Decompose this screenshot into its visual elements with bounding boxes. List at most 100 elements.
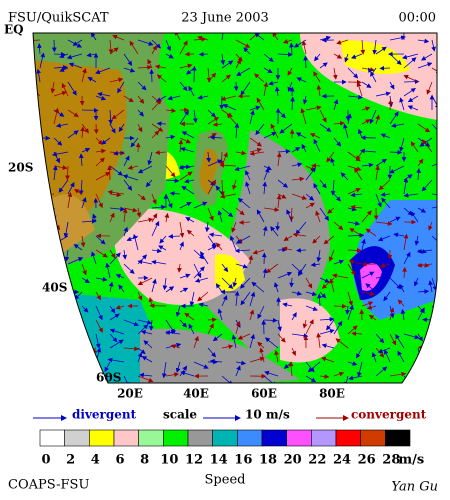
- wind-arrow: [305, 167, 316, 181]
- wind-arrow: [351, 331, 363, 337]
- wind-arrow: [180, 370, 195, 377]
- wind-arrow: [417, 289, 430, 294]
- wind-arrow: [90, 33, 97, 41]
- wind-arrow: [395, 334, 405, 349]
- lon-label: 20E: [117, 387, 143, 401]
- wind-arrow: [310, 262, 321, 268]
- wind-arrow: [245, 170, 251, 181]
- wind-arrow: [162, 277, 168, 291]
- wind-arrow: [347, 187, 361, 195]
- wind-arrow: [181, 186, 195, 195]
- wind-arrow: [370, 67, 377, 77]
- wind-arrow: [263, 67, 273, 74]
- lat-label: 60S: [96, 371, 121, 385]
- wind-arrow: [81, 305, 89, 313]
- wind-arrow: [78, 153, 84, 167]
- wind-arrow: [365, 283, 377, 293]
- wind-arrow: [354, 167, 363, 181]
- wind-arrow: [262, 181, 268, 195]
- wind-arrow: [145, 179, 153, 188]
- wind-arrow: [431, 329, 437, 335]
- wind-arrow: [234, 165, 251, 172]
- wind-arrow: [137, 109, 144, 117]
- wind-arrow: [391, 123, 405, 128]
- wind-arrow: [198, 302, 209, 308]
- wind-arrow: [200, 251, 209, 265]
- wind-arrow: [403, 88, 416, 97]
- wind-arrow: [118, 123, 125, 133]
- wind-arrow: [305, 291, 317, 297]
- wind-arrow: [55, 123, 69, 128]
- wind-arrow: [311, 163, 321, 169]
- colorbar-label: 8: [140, 453, 149, 468]
- wind-arrow: [321, 343, 335, 349]
- wind-arrow: [151, 213, 158, 223]
- wind-arrow: [174, 33, 181, 41]
- colorbar-swatch: [89, 429, 115, 447]
- wind-arrow: [263, 53, 274, 62]
- wind-arrow: [221, 375, 233, 383]
- wind-arrow: [165, 330, 181, 335]
- wind-arrow: [237, 333, 251, 340]
- wind-arrow: [175, 361, 181, 373]
- wind-arrow: [39, 221, 44, 231]
- legend-scale: scale: [163, 408, 197, 422]
- wind-arrow: [207, 72, 217, 83]
- wind-arrow: [249, 291, 256, 307]
- wind-arrow: [185, 217, 195, 223]
- wind-arrow: [301, 40, 307, 55]
- colorbar-swatch: [187, 429, 213, 447]
- wind-arrow: [222, 104, 237, 111]
- wind-arrow: [431, 193, 437, 196]
- wind-arrow: [236, 67, 251, 76]
- wind-arrow: [52, 165, 58, 181]
- wind-arrow: [426, 81, 433, 95]
- wind-arrow: [109, 313, 120, 321]
- wind-arrow: [149, 319, 154, 331]
- wind-arrow: [95, 319, 103, 333]
- wind-arrow: [109, 165, 123, 176]
- wind-arrow: [154, 150, 167, 155]
- wind-arrow: [107, 165, 112, 181]
- wind-arrow: [109, 77, 124, 83]
- colorbar-swatch: [360, 429, 386, 447]
- wind-arrow: [219, 162, 237, 168]
- wind-arrow: [403, 333, 420, 340]
- wind-arrow: [81, 148, 91, 153]
- colorbar-swatch: [385, 429, 411, 447]
- wind-arrow: [249, 137, 262, 147]
- wind-arrow: [151, 39, 161, 49]
- wind-arrow: [208, 232, 223, 238]
- wind-arrow: [61, 82, 69, 97]
- wind-arrow: [402, 266, 407, 279]
- colorbar-label: 2: [66, 453, 75, 468]
- wind-arrow: [184, 178, 195, 184]
- wind-arrow: [270, 123, 279, 139]
- wind-arrow: [39, 357, 55, 363]
- wind-arrow: [417, 307, 425, 321]
- wind-arrow: [314, 53, 321, 62]
- wind-arrow: [109, 123, 116, 134]
- wind-arrow: [39, 333, 44, 343]
- wind-arrow: [123, 67, 136, 73]
- wind-arrow: [197, 94, 209, 100]
- wind-arrow: [207, 323, 214, 335]
- wind-arrow: [151, 278, 157, 293]
- wind-arrow: [67, 257, 84, 265]
- wind-arrow: [65, 165, 70, 181]
- wind-arrow: [361, 81, 372, 88]
- wind-arrow: [207, 235, 217, 248]
- wind-arrow: [123, 179, 133, 191]
- wind-arrow: [197, 35, 209, 41]
- wind-arrow: [66, 53, 83, 60]
- wind-arrow: [375, 91, 391, 97]
- wind-arrow: [207, 159, 223, 167]
- wind-arrow: [263, 167, 270, 181]
- wind-arrow: [123, 155, 130, 167]
- wind-arrow: [197, 291, 209, 302]
- wind-arrow: [313, 71, 321, 83]
- wind-arrow: [407, 95, 419, 103]
- wind-arrow: [39, 319, 54, 325]
- wind-arrow: [366, 305, 377, 310]
- wind-arrow: [73, 243, 83, 251]
